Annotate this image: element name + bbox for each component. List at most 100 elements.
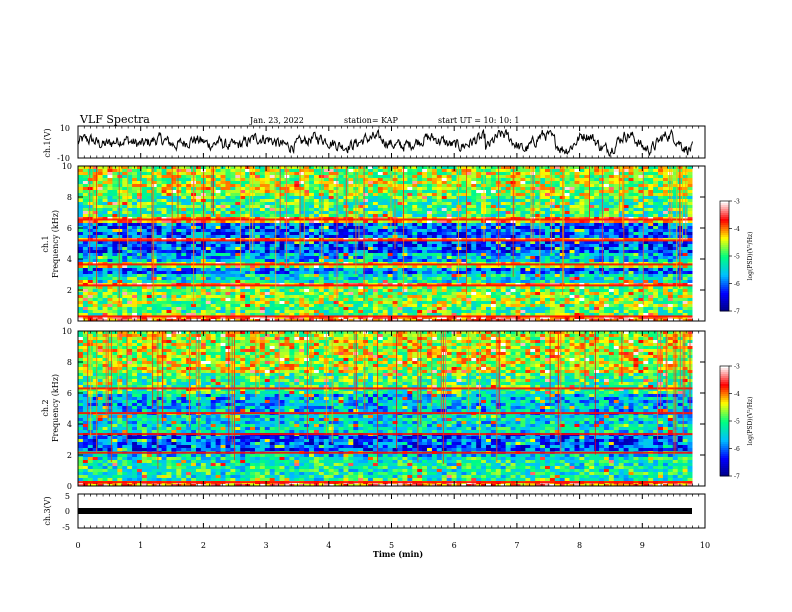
spectrogram-cell — [658, 259, 663, 262]
spectrogram-cell — [294, 172, 299, 175]
spectrogram-cell — [378, 256, 383, 259]
spectrogram-cell — [117, 175, 122, 178]
spectrogram-cell — [471, 169, 476, 172]
spectrogram-cell — [614, 253, 619, 256]
spectrogram-cell — [147, 259, 152, 262]
spectrogram-cell — [481, 268, 486, 271]
spectrogram-cell — [643, 235, 648, 238]
spectrogram-cell — [457, 244, 462, 247]
spectrogram-cell — [78, 193, 83, 196]
spectrogram-cell — [520, 271, 525, 274]
spectrogram-cell — [663, 259, 668, 262]
spectrogram-cell — [476, 187, 481, 190]
spectrogram-cell — [633, 169, 638, 172]
spectrogram-cell — [107, 205, 112, 208]
spectrogram-cell — [339, 250, 344, 253]
spectrogram-cell — [206, 235, 211, 238]
spectrogram-cell — [668, 244, 673, 247]
spectrogram-cell — [668, 190, 673, 193]
spectrogram-cell — [594, 214, 599, 217]
spectrogram-cell — [466, 241, 471, 244]
spectrogram-cell — [289, 265, 294, 268]
spectrogram-cell — [383, 187, 388, 190]
spectrogram-cell — [230, 226, 235, 229]
spectrogram-cell — [157, 268, 162, 271]
spectrogram-cell — [358, 280, 363, 283]
spectrogram-cell — [388, 274, 393, 277]
spectrogram-cell — [329, 250, 334, 253]
spectrogram-cell — [599, 277, 604, 280]
spectrogram-cell — [422, 172, 427, 175]
spectrogram-cell — [132, 202, 137, 205]
spectrogram-cell — [565, 256, 570, 259]
spectrogram-cell — [245, 268, 250, 271]
spectrogram-cell — [579, 172, 584, 175]
spectrogram-cell — [663, 196, 668, 199]
spectrogram-cell — [624, 244, 629, 247]
spectrogram-cell — [520, 280, 525, 283]
spectrogram-cell — [491, 214, 496, 217]
spectrogram-cell — [235, 199, 240, 202]
figure-title: VLF Spectra — [79, 113, 150, 126]
spectrogram-cell — [570, 205, 575, 208]
spectrogram-cell — [265, 202, 270, 205]
spectrogram-cell — [648, 208, 653, 211]
spectrogram-cell — [368, 229, 373, 232]
spectrogram-cell — [491, 196, 496, 199]
spectrogram-cell — [186, 268, 191, 271]
spectrogram-cell — [107, 178, 112, 181]
spectrogram-cell — [181, 223, 186, 226]
spectrogram-cell — [688, 259, 693, 262]
spectrogram-cell — [132, 205, 137, 208]
spectrogram-cell — [235, 223, 240, 226]
spectrogram-cell — [466, 214, 471, 217]
spectrogram-cell — [574, 244, 579, 247]
spectrogram-cell — [663, 244, 668, 247]
spectrogram-cell — [476, 229, 481, 232]
spectrogram-cell — [668, 253, 673, 256]
spectrogram-cell — [466, 250, 471, 253]
spectrogram-cell — [398, 187, 403, 190]
spectrogram-cell — [162, 229, 167, 232]
spectrogram-cell — [501, 229, 506, 232]
spectrogram-cell — [398, 253, 403, 256]
spectrogram-cell — [530, 244, 535, 247]
spectrogram-cell — [614, 244, 619, 247]
spectrogram-cell — [378, 181, 383, 184]
spectrogram-cell — [137, 277, 142, 280]
spectrogram-cell — [668, 205, 673, 208]
spectrogram-cell — [457, 268, 462, 271]
spectrogram-cell — [284, 184, 289, 187]
spectrogram-cell — [314, 274, 319, 277]
spectrogram-cell — [152, 229, 157, 232]
spectrogram-cell — [673, 178, 678, 181]
spectrogram-cell — [688, 241, 693, 244]
spectrogram-cell — [427, 268, 432, 271]
spectrogram-cell — [348, 274, 353, 277]
spectrogram-cell — [152, 202, 157, 205]
spectrogram-cell — [88, 229, 93, 232]
spectrogram-cell — [673, 169, 678, 172]
spectrogram-cell — [88, 235, 93, 238]
spectrogram-cell — [343, 277, 348, 280]
spectrogram-cell — [83, 178, 88, 181]
spectrogram-cell — [314, 205, 319, 208]
spectrogram-cell — [181, 172, 186, 175]
spectrogram-cell — [339, 253, 344, 256]
spectrogram-cell — [501, 280, 506, 283]
spectrogram-cell — [132, 268, 137, 271]
spectrogram-cell — [383, 247, 388, 250]
spectrogram-cell — [221, 253, 226, 256]
spectrogram-cell — [142, 211, 147, 214]
spectrogram-cell — [648, 178, 653, 181]
spectrogram-cell — [294, 223, 299, 226]
spectrogram-cell — [594, 259, 599, 262]
spectrogram-cell — [373, 184, 378, 187]
spectrogram-cell — [147, 250, 152, 253]
spectrogram-cell — [127, 244, 132, 247]
spectrogram-cell — [122, 226, 127, 229]
spectrogram-cell — [284, 214, 289, 217]
spectrogram-cell — [688, 202, 693, 205]
spectrogram-cell — [520, 214, 525, 217]
spectrogram-cell — [417, 172, 422, 175]
